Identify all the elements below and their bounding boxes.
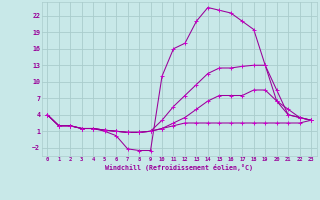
X-axis label: Windchill (Refroidissement éolien,°C): Windchill (Refroidissement éolien,°C) bbox=[105, 164, 253, 171]
